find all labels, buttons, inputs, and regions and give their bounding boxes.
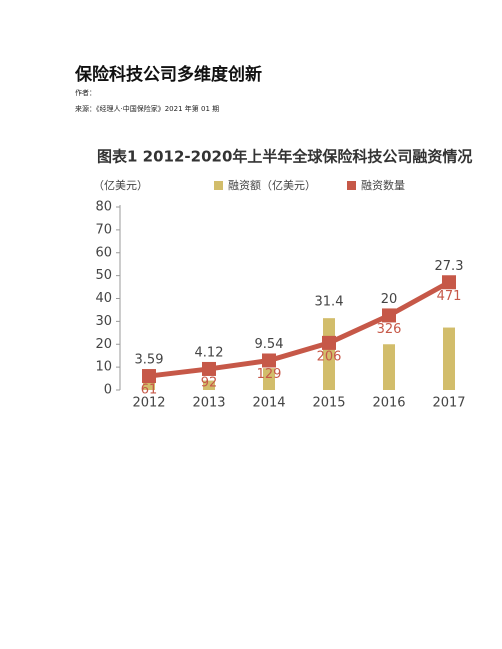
bar bbox=[203, 380, 215, 390]
count-label: 92 bbox=[201, 375, 218, 390]
y-tick-label: 20 bbox=[95, 337, 112, 352]
legend-swatch bbox=[347, 181, 356, 190]
x-tick-label: 2014 bbox=[252, 396, 285, 411]
count-label: 326 bbox=[377, 322, 402, 337]
line-marker bbox=[262, 353, 276, 368]
y-tick-label: 60 bbox=[95, 245, 112, 260]
source: 来源：《经理人·中国保险家》2021 年第 01 期 bbox=[75, 105, 220, 113]
doc-title: 保险科技公司多维度创新 bbox=[75, 65, 262, 85]
y-tick-label: 80 bbox=[95, 200, 112, 215]
line-marker bbox=[382, 308, 396, 323]
chart-title: 图表1 2012-2020年上半年全球保险科技公司融资情况 bbox=[97, 148, 472, 166]
legend-label: 融资额（亿美元） bbox=[228, 179, 316, 192]
count-label: 129 bbox=[257, 367, 282, 382]
amount-label: 3.59 bbox=[135, 353, 164, 368]
amount-label: 9.54 bbox=[255, 337, 284, 352]
x-tick-label: 2015 bbox=[312, 396, 345, 411]
line-marker bbox=[142, 369, 156, 384]
legend-swatch bbox=[214, 181, 223, 190]
amount-label: 20 bbox=[381, 292, 398, 307]
count-label: 61 bbox=[141, 383, 158, 398]
x-tick-label: 2016 bbox=[372, 396, 405, 411]
y-tick-label: 30 bbox=[95, 314, 112, 329]
legend-label: 融资数量 bbox=[361, 179, 405, 192]
bar bbox=[443, 327, 455, 390]
y-tick-label: 10 bbox=[95, 360, 112, 375]
x-tick-label: 2013 bbox=[192, 396, 225, 411]
x-tick-label: 2012 bbox=[132, 396, 165, 411]
amount-label: 31.4 bbox=[315, 295, 344, 310]
y-tick-label: 70 bbox=[95, 222, 112, 237]
line bbox=[148, 280, 451, 379]
line-marker bbox=[442, 275, 456, 290]
count-label: 471 bbox=[437, 289, 462, 304]
y-tick-label: 40 bbox=[95, 291, 112, 306]
bar bbox=[263, 368, 275, 390]
y-tick-label: 50 bbox=[95, 268, 112, 283]
line-marker bbox=[202, 361, 216, 376]
amount-label: 4.12 bbox=[195, 345, 224, 360]
bar bbox=[383, 344, 395, 390]
unit-label: （亿美元） bbox=[93, 179, 148, 192]
count-label: 206 bbox=[317, 349, 342, 364]
amount-label: 27.3 bbox=[435, 259, 464, 274]
y-tick-label: 0 bbox=[104, 383, 112, 398]
bar bbox=[143, 381, 155, 390]
author: 作者： bbox=[75, 89, 96, 97]
x-tick-label: 2017 bbox=[432, 396, 465, 411]
line-marker bbox=[322, 335, 336, 350]
